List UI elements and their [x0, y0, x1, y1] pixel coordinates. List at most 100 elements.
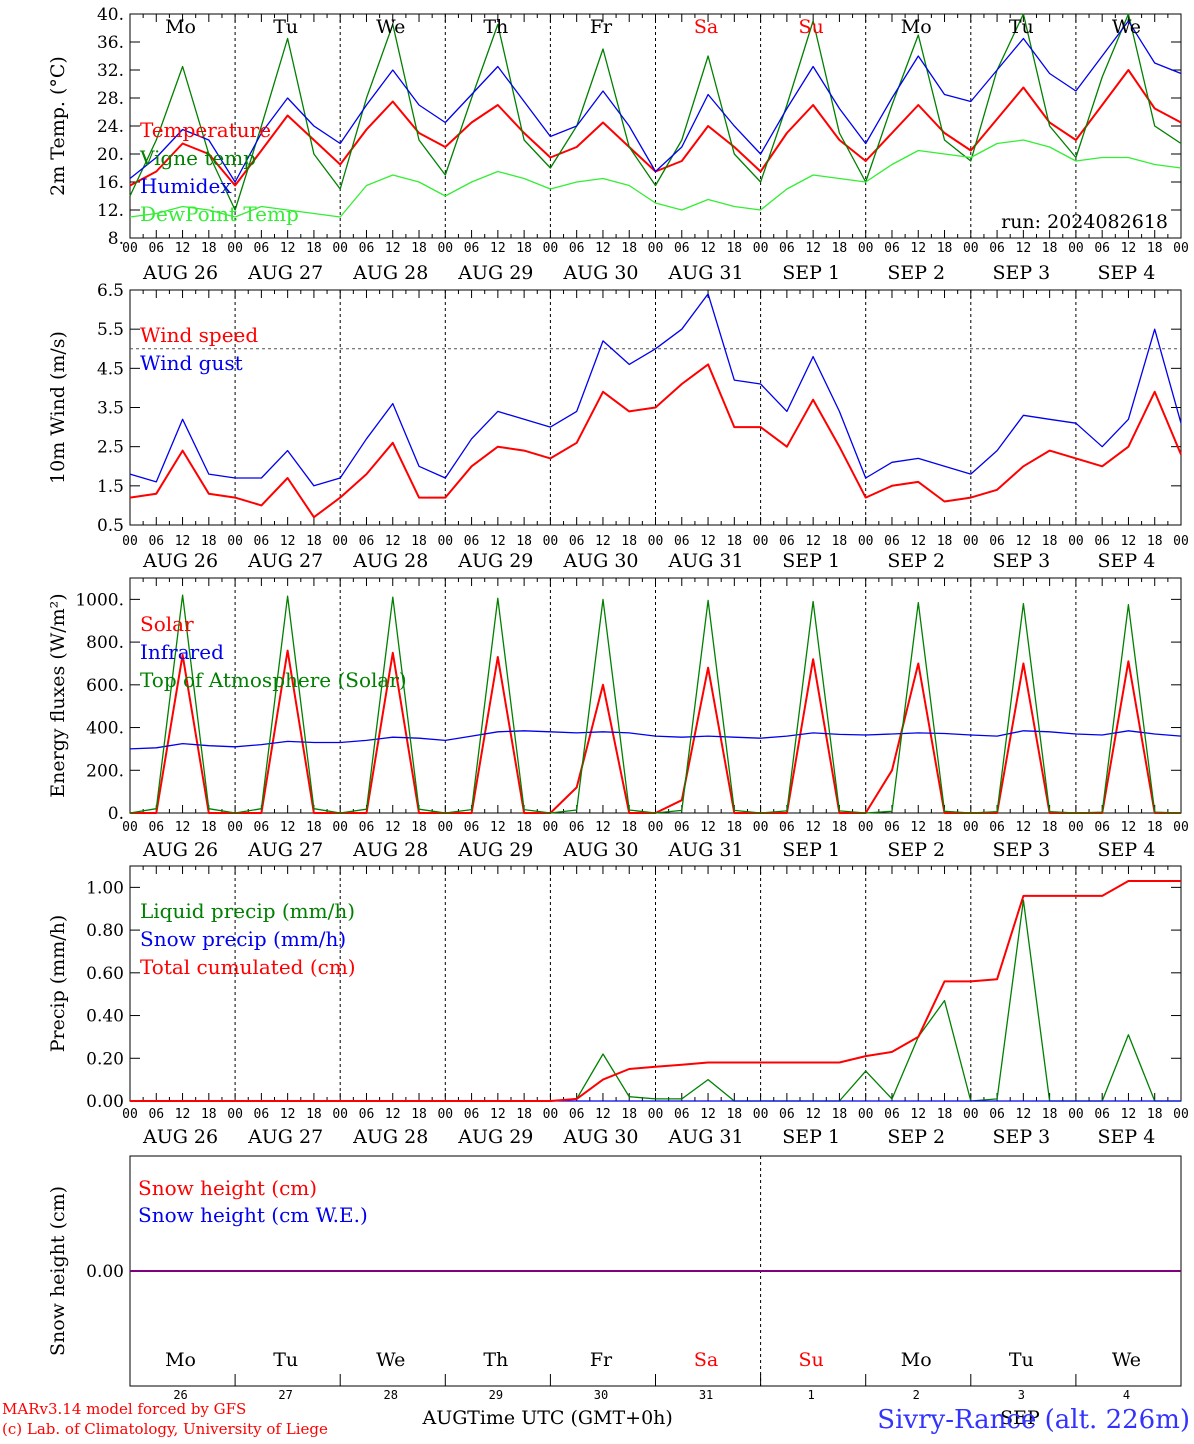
hour-label: 12: [175, 534, 191, 549]
hour-label: 00: [1068, 241, 1084, 256]
hour-label: 12: [1016, 534, 1032, 549]
y-tick-label: 0.: [108, 804, 124, 824]
month-label-sep: SEP: [1000, 1407, 1040, 1429]
hour-label: 00: [858, 820, 874, 835]
date-label: AUG 27: [247, 262, 323, 284]
hour-label: 00: [858, 534, 874, 549]
hour-label: 00: [543, 241, 559, 256]
hour-label: 18: [516, 241, 532, 256]
y-tick-label: 5.5: [97, 320, 124, 340]
weekday-label-top: Mo: [901, 16, 932, 38]
hour-label: 12: [805, 241, 821, 256]
hour-label: 12: [1016, 820, 1032, 835]
hour-label: 00: [753, 1107, 769, 1122]
date-label: SEP 2: [887, 1126, 945, 1148]
hour-label: 12: [595, 1107, 611, 1122]
date-label: AUG 26: [142, 839, 218, 861]
weekday-label-bottom: Mo: [901, 1349, 932, 1371]
hour-label: 18: [726, 534, 742, 549]
hour-label: 18: [726, 1107, 742, 1122]
hour-label: 00: [1173, 1107, 1189, 1122]
hour-label: 12: [385, 1107, 401, 1122]
y-tick-label: 36.: [97, 33, 124, 53]
hour-label: 00: [858, 241, 874, 256]
legend-entry: Vigne temp: [139, 146, 256, 170]
hour-label: 18: [621, 820, 637, 835]
series-line-2-2: [129, 594, 1182, 814]
weekday-label-bottom: Sa: [694, 1349, 718, 1371]
y-tick-label: 1.00: [86, 878, 124, 898]
hour-label: 06: [359, 820, 375, 835]
x-axis-title: Time UTC (GMT+0h): [467, 1407, 673, 1429]
date-label: SEP 1: [782, 550, 840, 572]
series-line-1-1: [129, 293, 1182, 487]
weekday-label-bottom: We: [1112, 1349, 1141, 1371]
hour-label: 12: [595, 820, 611, 835]
hour-label: 18: [937, 1107, 953, 1122]
weekday-label-top: Tu: [273, 16, 298, 38]
hour-label: 12: [1016, 241, 1032, 256]
hour-label: 00: [332, 241, 348, 256]
y-tick-label: 40.: [97, 5, 124, 25]
y-tick-label: 600.: [86, 676, 124, 696]
hour-label: 18: [306, 1107, 322, 1122]
date-label: SEP 4: [1098, 262, 1156, 284]
date-label: AUG 27: [247, 839, 323, 861]
y-tick-label: 200.: [86, 761, 124, 781]
hour-label: 06: [569, 534, 585, 549]
y-axis-label: Snow height (cm): [47, 1186, 69, 1356]
hour-label: 00: [332, 1107, 348, 1122]
hour-label: 18: [937, 241, 953, 256]
y-tick-label: 12.: [97, 201, 124, 221]
y-tick-label: 0.40: [86, 1007, 124, 1027]
legend-entry: Humidex: [140, 174, 232, 198]
legend-entry: Snow height (cm): [138, 1176, 317, 1200]
date-label: AUG 29: [457, 550, 533, 572]
hour-label: 06: [989, 1107, 1005, 1122]
y-tick-label: 32.: [97, 61, 124, 81]
hour-label: 18: [1147, 820, 1163, 835]
date-label: SEP 3: [992, 1126, 1050, 1148]
hour-label: 06: [464, 1107, 480, 1122]
hour-label: 06: [359, 534, 375, 549]
day-number: 26: [173, 1388, 187, 1402]
hour-label: 06: [359, 1107, 375, 1122]
date-label: AUG 29: [457, 839, 533, 861]
hour-label: 06: [674, 820, 690, 835]
hour-label: 12: [490, 534, 506, 549]
hour-label: 12: [175, 820, 191, 835]
day-number: 28: [384, 1388, 398, 1402]
weekday-label-top: Mo: [165, 16, 196, 38]
date-label: AUG 30: [562, 839, 638, 861]
hour-label: 12: [490, 241, 506, 256]
hour-label: 18: [411, 534, 427, 549]
hour-label: 00: [753, 820, 769, 835]
hour-label: 18: [1042, 534, 1058, 549]
hour-label: 18: [201, 241, 217, 256]
hour-label: 12: [385, 820, 401, 835]
date-label: AUG 31: [667, 839, 743, 861]
hour-label: 00: [1173, 534, 1189, 549]
hour-label: 12: [595, 534, 611, 549]
y-tick-label: 0.00: [86, 1262, 124, 1282]
day-number: 29: [489, 1388, 503, 1402]
hour-label: 00: [122, 534, 138, 549]
hour-label: 00: [227, 534, 243, 549]
hour-label: 18: [201, 534, 217, 549]
hour-label: 00: [648, 820, 664, 835]
hour-label: 00: [437, 820, 453, 835]
date-label: SEP 2: [887, 262, 945, 284]
series-line-1-0: [129, 363, 1182, 519]
y-tick-label: 6.5: [97, 281, 124, 301]
legend-entry: Temperature: [140, 118, 271, 142]
hour-label: 06: [884, 534, 900, 549]
series-line-0-1: [129, 13, 1182, 211]
y-tick-label: 24.: [97, 117, 124, 137]
hour-label: 06: [1094, 1107, 1110, 1122]
hour-label: 12: [910, 1107, 926, 1122]
copyright-credit: (c) Lab. of Climatology, University of L…: [2, 1420, 328, 1438]
hour-label: 00: [332, 534, 348, 549]
hour-label: 12: [175, 1107, 191, 1122]
